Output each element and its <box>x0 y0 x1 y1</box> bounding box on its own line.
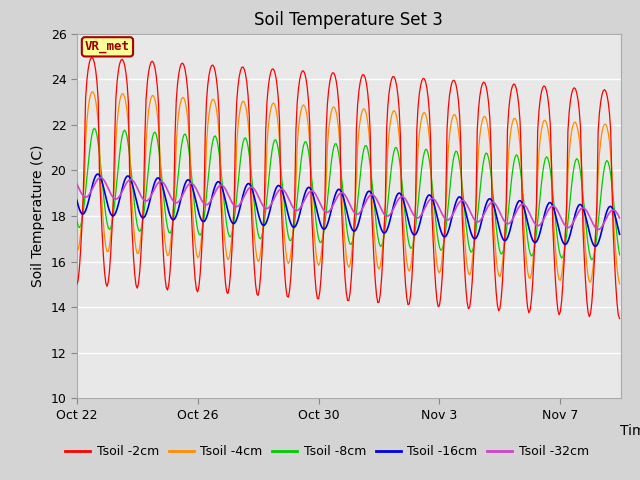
X-axis label: Time: Time <box>620 424 640 438</box>
Y-axis label: Soil Temperature (C): Soil Temperature (C) <box>31 145 45 287</box>
Text: VR_met: VR_met <box>85 40 130 53</box>
Legend: Tsoil -2cm, Tsoil -4cm, Tsoil -8cm, Tsoil -16cm, Tsoil -32cm: Tsoil -2cm, Tsoil -4cm, Tsoil -8cm, Tsoi… <box>60 440 594 463</box>
Title: Soil Temperature Set 3: Soil Temperature Set 3 <box>254 11 444 29</box>
